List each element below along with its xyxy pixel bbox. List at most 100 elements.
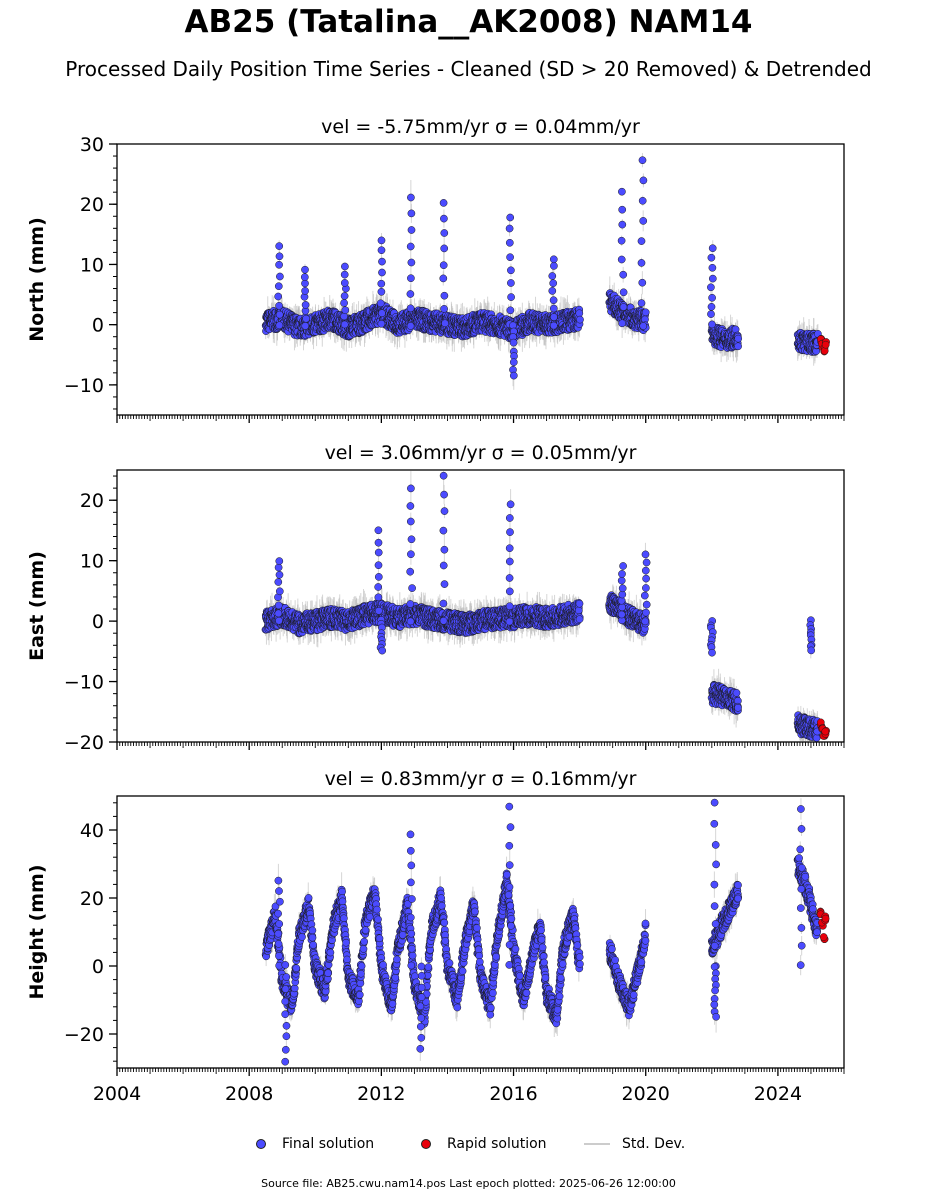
final-solution-point	[734, 342, 742, 351]
final-solution-point	[707, 253, 716, 262]
final-solution-point	[505, 238, 514, 247]
final-solution-point	[378, 309, 386, 318]
final-solution-point	[637, 299, 646, 307]
final-solution-point	[617, 255, 626, 264]
final-solution-point	[406, 290, 415, 298]
y-tick-label: 30	[80, 134, 104, 156]
final-solution-point	[377, 236, 386, 245]
final-solution-point	[507, 279, 515, 287]
final-solution-point	[638, 156, 647, 165]
final-solution-point	[440, 244, 449, 253]
final-solution-point	[641, 308, 650, 317]
final-solution-point	[509, 338, 518, 347]
page-title: AB25 (Tatalina__AK2008) NAM14	[184, 4, 753, 40]
final-solution-point	[708, 244, 717, 253]
final-solution-point	[407, 193, 415, 202]
final-solution-point	[506, 213, 515, 222]
panel-title: vel = -5.75mm/yr σ = 0.04mm/yr	[321, 116, 640, 138]
final-solution-point	[274, 292, 283, 301]
final-solution-point	[549, 321, 558, 330]
y-tick-label: −10	[64, 375, 104, 397]
final-solution-point	[341, 306, 350, 315]
panel-title: vel = 3.06mm/yr σ = 0.05mm/yr	[325, 442, 637, 464]
final-solution-point	[340, 279, 349, 287]
final-solution-point	[505, 224, 514, 233]
final-solution-point	[378, 257, 386, 266]
final-solution-point	[639, 176, 648, 185]
y-tick-label: 20	[80, 194, 104, 216]
final-solution-point	[275, 310, 284, 319]
final-solution-point	[377, 319, 386, 328]
final-solution-point	[407, 258, 416, 267]
y-tick-label: −10	[64, 672, 104, 694]
y-tick-label: −20	[64, 732, 104, 754]
final-solution-point	[549, 279, 558, 288]
final-solution-point	[274, 282, 283, 291]
final-solution-point	[407, 226, 416, 234]
final-solution-point	[301, 301, 310, 309]
final-solution-point	[300, 273, 309, 281]
final-solution-point	[708, 263, 717, 272]
final-solution-point	[275, 260, 283, 269]
final-solution-point	[619, 288, 628, 297]
final-solution-point	[549, 296, 558, 305]
final-solution-point	[302, 314, 310, 323]
final-solution-point	[734, 334, 743, 343]
final-solution-point	[707, 302, 716, 311]
final-solution-point	[275, 242, 284, 250]
final-solution-point	[340, 312, 348, 321]
final-solution-point	[618, 220, 627, 229]
y-tick-label: 20	[80, 490, 104, 512]
final-solution-point	[439, 274, 448, 283]
y-tick-label: 10	[80, 551, 104, 573]
final-solution-point	[618, 319, 626, 328]
final-solution-point	[440, 305, 448, 313]
final-solution-point	[376, 299, 385, 308]
final-solution-point	[441, 319, 449, 328]
final-solution-point	[378, 268, 386, 277]
final-solution-point	[301, 265, 309, 274]
final-solution-point	[440, 214, 448, 223]
final-solution-point	[275, 252, 284, 261]
final-solution-point	[407, 209, 416, 218]
y-tick-label: 0	[92, 315, 104, 337]
final-solution-point	[507, 266, 515, 275]
final-solution-point	[340, 299, 348, 307]
final-solution-point	[439, 199, 448, 207]
final-solution-point	[440, 229, 449, 237]
final-solution-point	[637, 259, 646, 267]
final-solution-point	[377, 287, 386, 296]
final-solution-point	[506, 306, 515, 315]
final-solution-point	[407, 274, 415, 283]
final-solution-point	[377, 246, 386, 255]
rapid-solution-point	[821, 340, 830, 349]
final-solution-point	[340, 270, 349, 279]
final-solution-point	[707, 283, 715, 292]
final-solution-point	[549, 255, 558, 264]
final-solution-point	[619, 270, 628, 279]
final-solution-point	[340, 292, 349, 300]
final-solution-point	[341, 262, 349, 271]
final-solution-point	[637, 237, 646, 245]
final-solution-point	[377, 279, 386, 288]
final-solution-point	[618, 205, 627, 214]
final-solution-point	[638, 196, 647, 205]
final-solution-point	[340, 320, 349, 329]
final-solution-point	[275, 301, 283, 310]
y-axis-label: East (mm)	[26, 551, 48, 661]
final-solution-point	[708, 274, 717, 283]
final-solution-point	[507, 293, 515, 301]
final-solution-point	[548, 287, 557, 295]
final-solution-point	[619, 303, 628, 311]
final-solution-point	[576, 315, 584, 324]
final-solution-point	[618, 187, 626, 196]
y-axis-label: North (mm)	[26, 217, 48, 342]
final-solution-point	[639, 217, 648, 225]
page-subtitle: Processed Daily Position Time Series - C…	[65, 57, 872, 81]
y-tick-label: 0	[92, 611, 104, 633]
final-solution-point	[548, 272, 557, 280]
final-solution-point	[276, 272, 284, 281]
final-solution-point	[617, 236, 626, 245]
time-series-plots: vel = -5.75mm/yr σ = 0.04mm/yr North (mm)…	[26, 116, 845, 1105]
final-solution-point	[708, 320, 716, 329]
